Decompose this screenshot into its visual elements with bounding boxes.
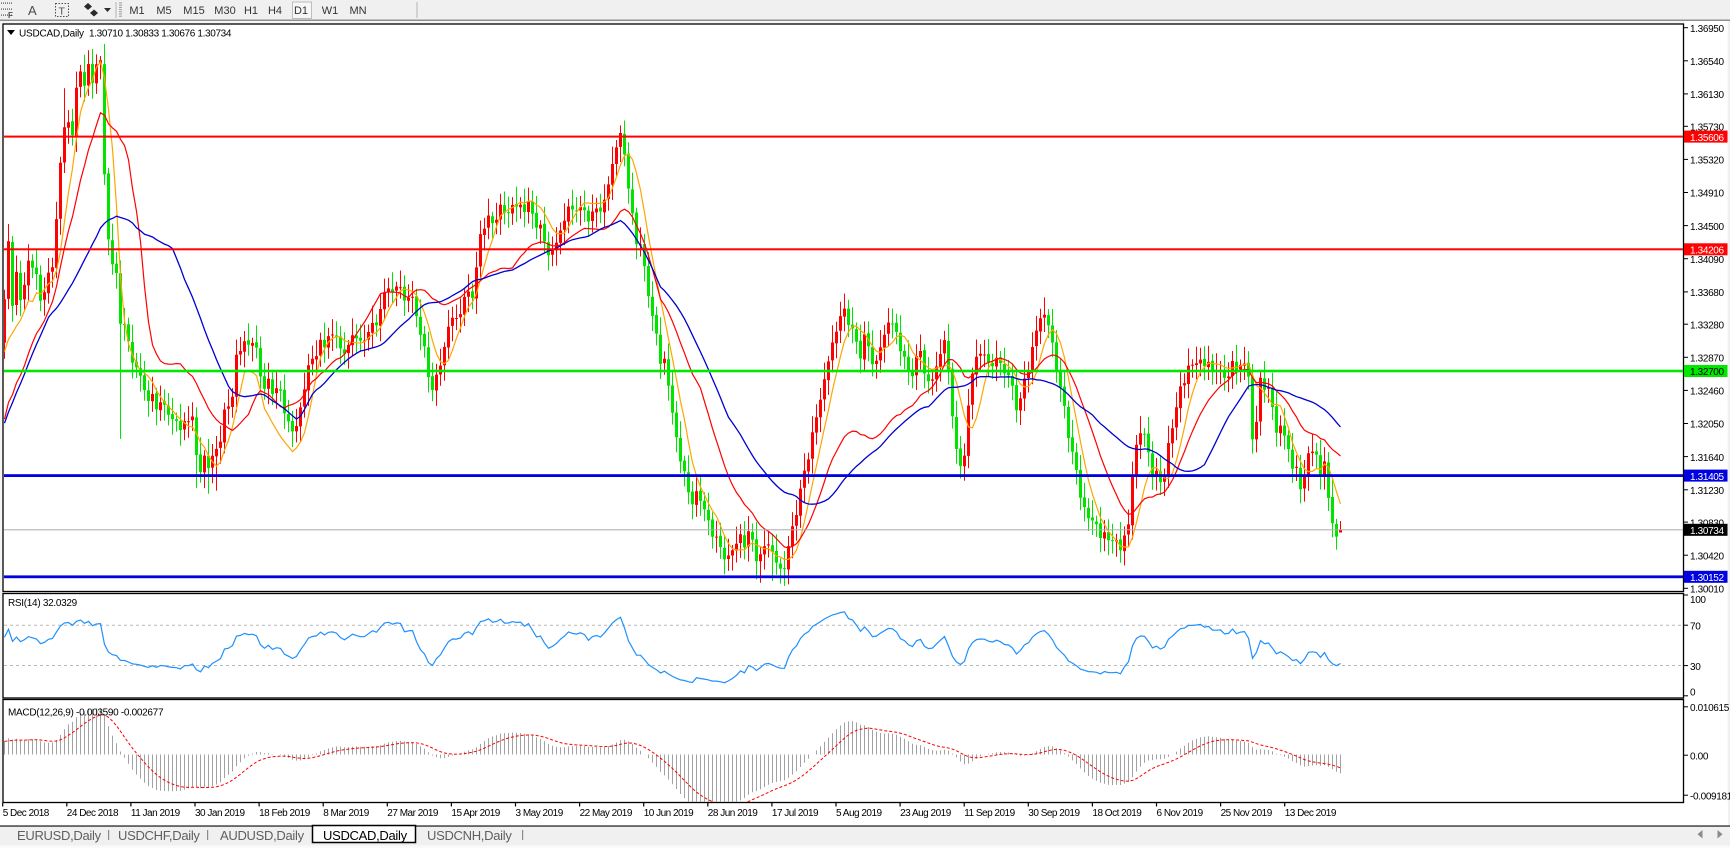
svg-text:M1: M1 — [129, 5, 144, 17]
svg-text:27 Mar 2019: 27 Mar 2019 — [387, 808, 439, 819]
svg-text:18 Feb 2019: 18 Feb 2019 — [259, 808, 311, 819]
svg-text:AUDUSD,Daily: AUDUSD,Daily — [220, 828, 305, 843]
svg-text:15 Apr 2019: 15 Apr 2019 — [451, 808, 500, 819]
svg-text:EURUSD,Daily: EURUSD,Daily — [17, 828, 102, 843]
svg-text:8 Mar 2019: 8 Mar 2019 — [323, 808, 370, 819]
svg-text:1.31405: 1.31405 — [1690, 472, 1724, 483]
svg-text:1.31230: 1.31230 — [1690, 486, 1724, 497]
svg-text:1.34090: 1.34090 — [1690, 255, 1724, 266]
svg-text:H4: H4 — [268, 5, 282, 17]
svg-text:10 Jun 2019: 10 Jun 2019 — [644, 808, 694, 819]
svg-text:70: 70 — [1690, 621, 1701, 632]
svg-text:W1: W1 — [322, 5, 339, 17]
svg-text:USDCAD,Daily: USDCAD,Daily — [323, 828, 408, 843]
svg-text:1.34206: 1.34206 — [1690, 246, 1724, 257]
svg-text:1.32460: 1.32460 — [1690, 387, 1724, 398]
svg-text:USDCAD,Daily: USDCAD,Daily — [19, 28, 84, 39]
svg-text:1.36130: 1.36130 — [1690, 90, 1724, 101]
svg-text:100: 100 — [1690, 595, 1706, 606]
svg-text:30 Jan 2019: 30 Jan 2019 — [195, 808, 245, 819]
svg-text:6 Nov 2019: 6 Nov 2019 — [1157, 808, 1204, 819]
svg-text:5 Aug 2019: 5 Aug 2019 — [836, 808, 883, 819]
svg-text:11 Sep 2019: 11 Sep 2019 — [964, 808, 1015, 819]
svg-text:13 Dec 2019: 13 Dec 2019 — [1285, 808, 1337, 819]
svg-text:1.30010: 1.30010 — [1690, 585, 1724, 596]
svg-text:1.33680: 1.33680 — [1690, 288, 1724, 299]
svg-text:1.30734: 1.30734 — [1690, 526, 1724, 537]
svg-text:D1: D1 — [294, 5, 308, 17]
svg-text:1.34500: 1.34500 — [1690, 222, 1724, 233]
svg-text:0.010615: 0.010615 — [1690, 703, 1730, 714]
svg-text:1.36540: 1.36540 — [1690, 57, 1724, 68]
svg-text:1.34910: 1.34910 — [1690, 189, 1724, 200]
svg-text:30: 30 — [1690, 662, 1701, 673]
svg-text:1.35730: 1.35730 — [1690, 123, 1724, 134]
svg-text:18 Oct 2019: 18 Oct 2019 — [1092, 808, 1142, 819]
svg-text:1.35606: 1.35606 — [1690, 133, 1724, 144]
svg-text:T: T — [59, 6, 66, 18]
svg-text:USDCNH,Daily: USDCNH,Daily — [427, 828, 512, 843]
svg-text:1.32700: 1.32700 — [1690, 367, 1724, 378]
svg-text:1.33280: 1.33280 — [1690, 320, 1724, 331]
svg-text:1.31640: 1.31640 — [1690, 453, 1724, 464]
svg-text:0: 0 — [1690, 688, 1696, 699]
svg-text:MN: MN — [349, 5, 366, 17]
svg-text:5 Dec 2018: 5 Dec 2018 — [3, 808, 50, 819]
svg-text:22 May 2019: 22 May 2019 — [580, 808, 633, 819]
svg-text:M5: M5 — [156, 5, 171, 17]
svg-text:H1: H1 — [244, 5, 258, 17]
svg-text:1.30710 1.30833 1.30676 1.3073: 1.30710 1.30833 1.30676 1.30734 — [89, 28, 232, 39]
svg-text:M30: M30 — [214, 5, 235, 17]
svg-text:3 May 2019: 3 May 2019 — [516, 808, 564, 819]
svg-text:M15: M15 — [183, 5, 204, 17]
svg-text:17 Jul 2019: 17 Jul 2019 — [772, 808, 819, 819]
svg-text:A: A — [28, 3, 37, 18]
svg-text:1.30152: 1.30152 — [1690, 573, 1724, 584]
svg-text:1.32870: 1.32870 — [1690, 354, 1724, 365]
svg-text:1.35320: 1.35320 — [1690, 156, 1724, 167]
svg-text:11 Jan 2019: 11 Jan 2019 — [131, 808, 181, 819]
svg-text:23 Aug 2019: 23 Aug 2019 — [900, 808, 952, 819]
svg-text:24 Dec 2018: 24 Dec 2018 — [67, 808, 119, 819]
svg-text:28 Jun 2019: 28 Jun 2019 — [708, 808, 758, 819]
svg-text:1.30420: 1.30420 — [1690, 551, 1724, 562]
svg-text:MACD(12,26,9) -0.003590 -0.002: MACD(12,26,9) -0.003590 -0.002677 — [8, 708, 164, 719]
svg-text:RSI(14) 32.0329: RSI(14) 32.0329 — [8, 598, 78, 609]
svg-text:1.32050: 1.32050 — [1690, 420, 1724, 431]
svg-text:30 Sep 2019: 30 Sep 2019 — [1028, 808, 1080, 819]
svg-text:-0.009181: -0.009181 — [1690, 791, 1730, 802]
svg-text:F: F — [8, 11, 13, 20]
svg-text:1.36950: 1.36950 — [1690, 24, 1724, 35]
svg-text:USDCHF,Daily: USDCHF,Daily — [118, 828, 200, 843]
svg-text:0.00: 0.00 — [1690, 751, 1709, 762]
svg-text:25 Nov 2019: 25 Nov 2019 — [1221, 808, 1273, 819]
